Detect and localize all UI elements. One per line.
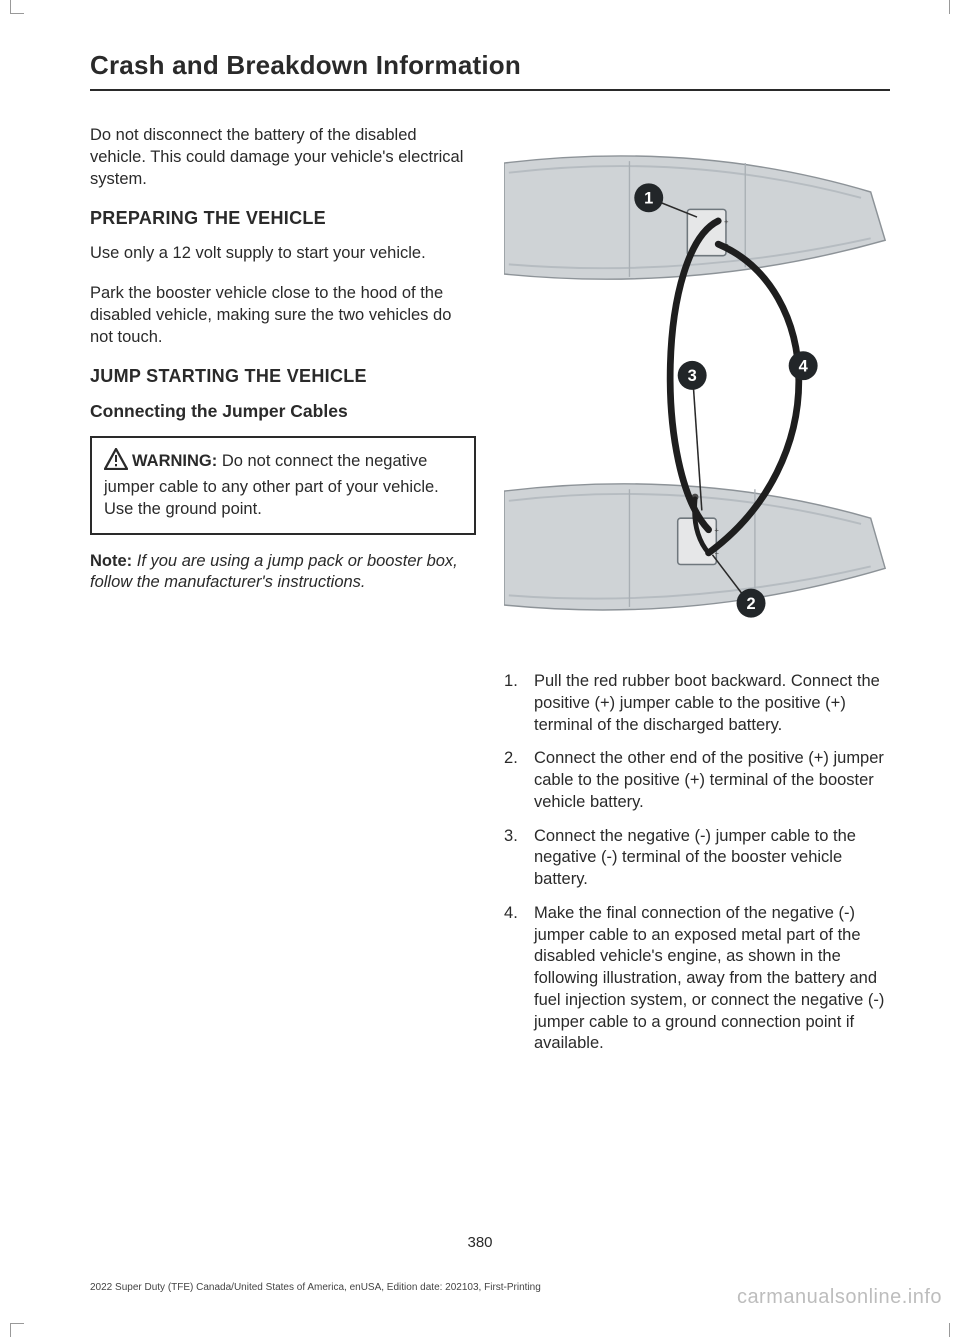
svg-text:+: +: [724, 217, 729, 226]
crop-mark: [949, 1323, 950, 1337]
page-header: Crash and Breakdown Information: [90, 50, 890, 91]
preparing-heading: PREPARING THE VEHICLE: [90, 208, 476, 229]
two-column-layout: Do not disconnect the battery of the dis…: [90, 125, 890, 1067]
note-label: Note:: [90, 552, 132, 570]
left-column: Do not disconnect the battery of the dis…: [90, 125, 476, 1067]
note-paragraph: Note: If you are using a jump pack or bo…: [90, 551, 476, 595]
warning-box: WARNING: Do not connect the negative jum…: [90, 436, 476, 534]
note-text: If you are using a jump pack or booster …: [90, 552, 458, 592]
svg-text:+: +: [714, 526, 719, 535]
page-number: 380: [0, 1234, 960, 1251]
watermark: carmanualsonline.info: [737, 1286, 942, 1309]
instruction-steps: Pull the red rubber boot backward. Conne…: [504, 671, 890, 1055]
warning-triangle-icon: [104, 448, 128, 477]
prep-paragraph-2: Park the booster vehicle close to the ho…: [90, 283, 476, 348]
jumper-cable-diagram: + − + −: [504, 125, 890, 645]
right-column: + − + −: [504, 125, 890, 1067]
svg-text:3: 3: [688, 367, 697, 385]
svg-text:2: 2: [746, 595, 755, 613]
prep-paragraph-1: Use only a 12 volt supply to start your …: [90, 243, 476, 265]
intro-paragraph: Do not disconnect the battery of the dis…: [90, 125, 476, 190]
svg-text:4: 4: [799, 357, 809, 375]
jump-starting-heading: JUMP STARTING THE VEHICLE: [90, 366, 476, 387]
svg-text:1: 1: [644, 190, 653, 208]
step-4: Make the final connection of the negativ…: [504, 903, 890, 1055]
top-car: + −: [504, 156, 885, 279]
page-title: Crash and Breakdown Information: [90, 50, 890, 81]
step-3: Connect the negative (-) jumper cable to…: [504, 826, 890, 891]
page-content: Crash and Breakdown Information Do not d…: [0, 0, 960, 1067]
footer-text: 2022 Super Duty (TFE) Canada/United Stat…: [90, 1282, 541, 1293]
crop-mark: [10, 1323, 24, 1337]
callout-4: 4: [789, 351, 818, 380]
connecting-cables-heading: Connecting the Jumper Cables: [90, 401, 476, 422]
crop-mark: [949, 0, 950, 14]
warning-label: WARNING:: [132, 452, 217, 470]
step-1: Pull the red rubber boot backward. Conne…: [504, 671, 890, 736]
step-2: Connect the other end of the positive (+…: [504, 748, 890, 813]
crop-mark: [10, 0, 24, 14]
